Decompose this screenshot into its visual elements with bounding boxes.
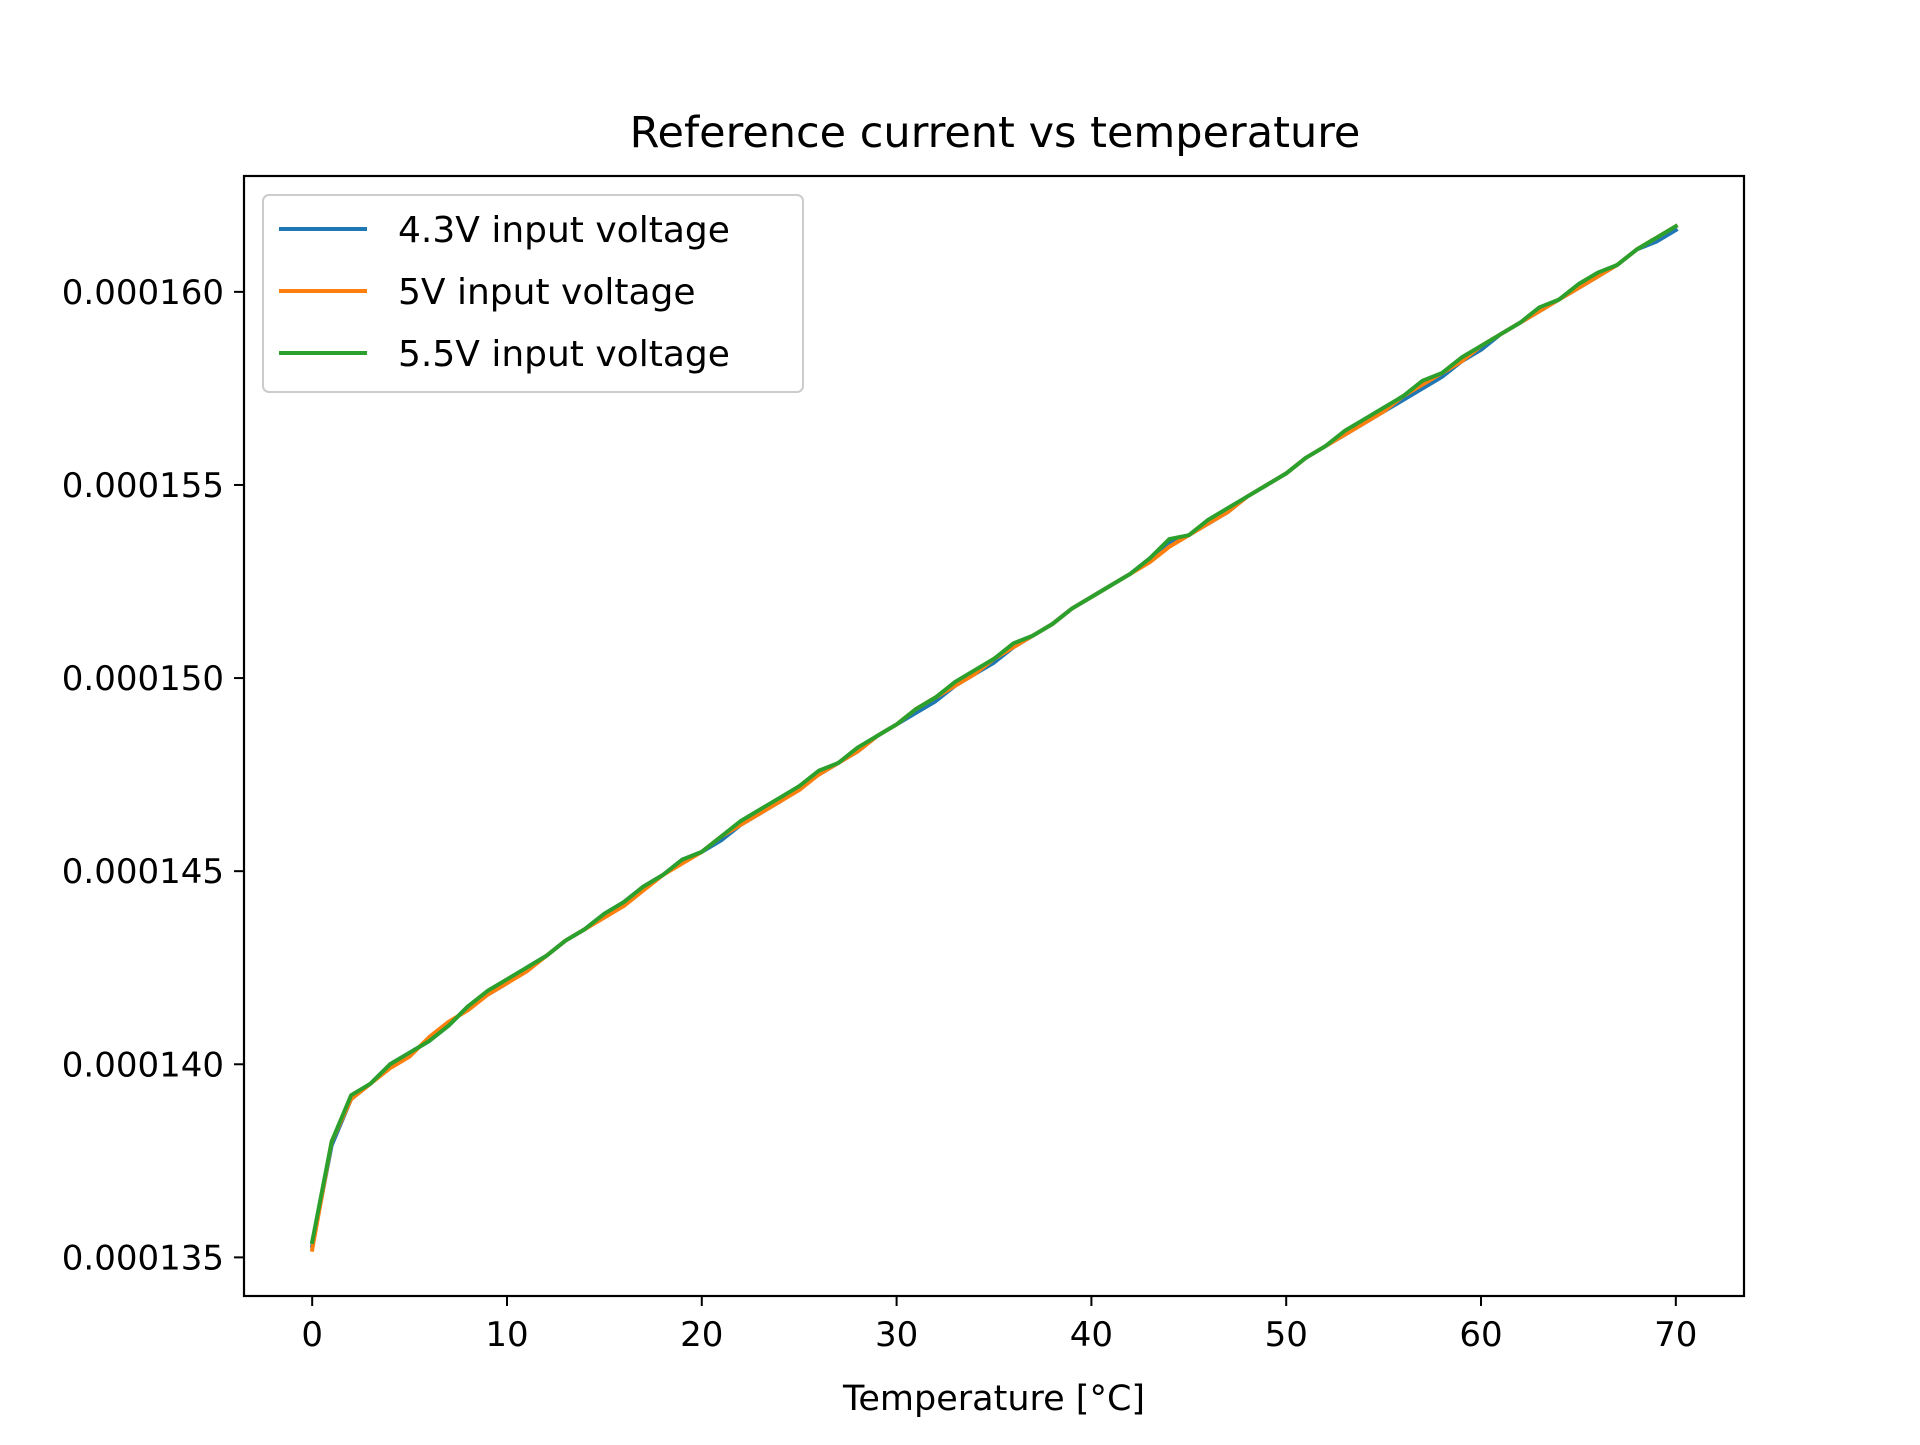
x-tick-label: 40 [1070, 1315, 1113, 1355]
chart-title: Reference current vs temperature [630, 108, 1361, 158]
legend-label-2: 5V input voltage [398, 272, 696, 313]
series-line-3 [309, 223, 1679, 1245]
y-tick-label: 0.000135 [62, 1238, 224, 1278]
legend: 4.3V input voltage 5V input voltage 5.5V i… [262, 194, 804, 393]
y-tick-label: 0.000160 [62, 273, 224, 313]
y-tick-label: 0.000155 [62, 466, 224, 506]
plot-area [309, 223, 1679, 1252]
y-tick-label: 0.000150 [62, 659, 224, 699]
legend-label-3: 5.5V input voltage [398, 334, 730, 375]
y-tick-label: 0.000140 [62, 1045, 224, 1085]
axes: 0 10 20 30 40 50 60 70 0.000135 0.000140 0.000145 0… [62, 273, 1698, 1355]
x-tick-label: 60 [1459, 1315, 1502, 1355]
y-tick-label: 0.000145 [62, 852, 224, 892]
x-tick-label: 20 [680, 1315, 723, 1355]
legend-box [262, 194, 804, 393]
x-axis-label: Temperature [°C] [842, 1379, 1145, 1419]
legend-label-1: 4.3V input voltage [398, 210, 730, 251]
x-tick-label: 0 [301, 1315, 323, 1355]
x-tick-label: 10 [485, 1315, 528, 1355]
x-tick-label: 50 [1265, 1315, 1308, 1355]
x-tick-label: 30 [875, 1315, 918, 1355]
x-tick-label: 70 [1654, 1315, 1697, 1355]
plot-frame [242, 174, 1746, 1298]
